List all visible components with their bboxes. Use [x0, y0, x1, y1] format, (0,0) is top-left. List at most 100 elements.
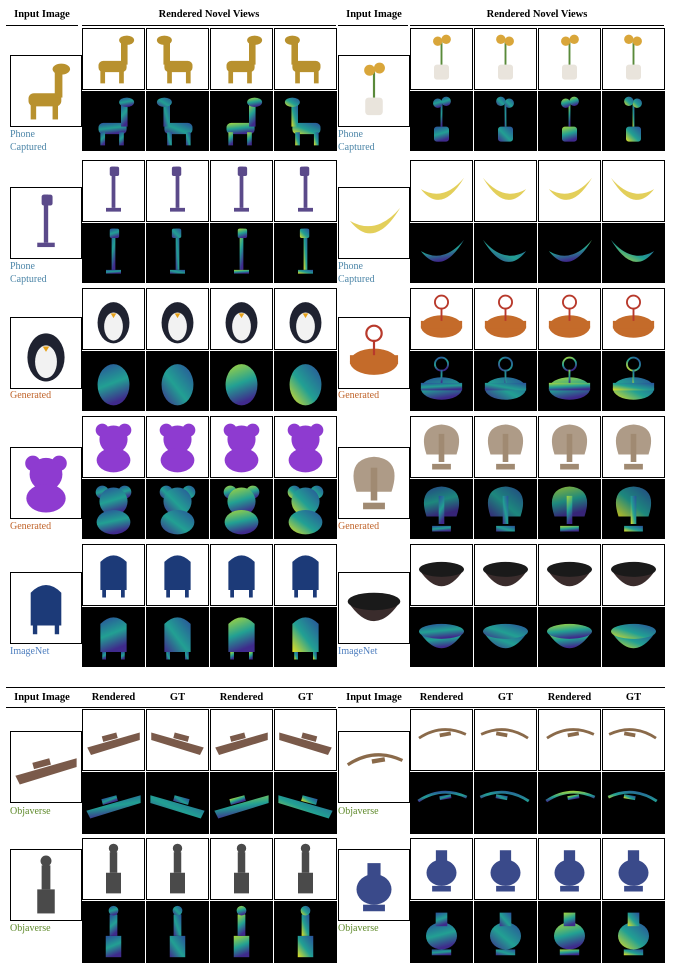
right-rendered-depth-cake [474, 351, 537, 411]
right-rendered-rgb-peacock-statue [410, 416, 473, 478]
left-rendered-depth-teddy-bear [274, 479, 337, 539]
bottom-right-col-label-3: Rendered [547, 692, 592, 703]
right-rendered-rgb-banana [474, 160, 537, 222]
right-rendered-depth-peacock-statue [410, 479, 473, 539]
right-rendered-depth-banana [410, 223, 473, 283]
left-rendered-depth-giraffe-toy [274, 91, 337, 151]
right-source-label: Phone Captured [338, 261, 375, 285]
left-rendered-rgb-statue [274, 838, 337, 900]
left-rendered-rgb-statue [210, 838, 273, 900]
left-rendered-depth-ship [146, 772, 209, 834]
top-left-header-input: Input Image [14, 9, 70, 20]
left-rendered-rgb-giraffe-toy [82, 28, 145, 90]
right-rendered-rgb-rope-tool [538, 709, 601, 771]
right-rendered-depth-cake [410, 351, 473, 411]
right-rendered-depth-banana [538, 223, 601, 283]
right-rendered-depth-banana [474, 223, 537, 283]
left-source-label: Phone Captured [10, 261, 47, 285]
right-source-label: Generated [338, 521, 380, 532]
left-rendered-rgb-ship [146, 709, 209, 771]
left-rendered-rgb-vacuum-cleaner [210, 160, 273, 222]
right-rendered-depth-vase [474, 901, 537, 963]
top-left-header-views: Rendered Novel Views [158, 9, 260, 20]
left-rendered-depth-penguin [82, 351, 145, 411]
left-input-image-vacuum-cleaner [10, 187, 82, 259]
right-rendered-depth-flower-pot [602, 91, 665, 151]
left-input-image-mailbox [10, 572, 82, 644]
left-input-image-statue [10, 849, 82, 921]
right-rendered-rgb-peacock-statue [474, 416, 537, 478]
left-rendered-depth-giraffe-toy [146, 91, 209, 151]
bottom-left-col-label-3: Rendered [219, 692, 264, 703]
right-rendered-depth-rope-tool [410, 772, 473, 834]
left-rendered-rgb-giraffe-toy [274, 28, 337, 90]
right-rendered-depth-banana [602, 223, 665, 283]
left-rendered-rgb-teddy-bear [146, 416, 209, 478]
right-rendered-rgb-vase [474, 838, 537, 900]
left-rendered-depth-teddy-bear [82, 479, 145, 539]
right-rendered-depth-rope-tool [538, 772, 601, 834]
left-rendered-depth-statue [82, 901, 145, 963]
top-right-header-views: Rendered Novel Views [486, 9, 588, 20]
left-rendered-rgb-penguin [274, 288, 337, 350]
right-rendered-depth-flower-pot [538, 91, 601, 151]
left-rendered-depth-vacuum-cleaner [146, 223, 209, 283]
right-rendered-rgb-vase [602, 838, 665, 900]
right-rendered-depth-vase [602, 901, 665, 963]
right-rendered-depth-cake [538, 351, 601, 411]
left-source-label: Phone Captured [10, 129, 47, 153]
left-rendered-depth-ship [82, 772, 145, 834]
left-rendered-depth-giraffe-toy [210, 91, 273, 151]
right-input-image-peacock-statue [338, 447, 410, 519]
left-rendered-rgb-statue [82, 838, 145, 900]
bottom-right-col-label-4: GT [625, 692, 642, 703]
left-rendered-rgb-mailbox [210, 544, 273, 606]
right-source-label: Phone Captured [338, 129, 375, 153]
right-rendered-rgb-flower-pot [538, 28, 601, 90]
left-rendered-rgb-vacuum-cleaner [82, 160, 145, 222]
right-rendered-rgb-cake [538, 288, 601, 350]
left-source-label: Generated [10, 390, 52, 401]
right-rendered-rgb-peacock-statue [602, 416, 665, 478]
right-rendered-depth-peacock-statue [602, 479, 665, 539]
right-rendered-rgb-cake [410, 288, 473, 350]
top-right-header-input: Input Image [346, 9, 402, 20]
left-rendered-rgb-mailbox [274, 544, 337, 606]
bottom-left-col-label-2: GT [169, 692, 186, 703]
bottom-right-header-rule [338, 707, 665, 708]
left-input-image-giraffe-toy [10, 55, 82, 127]
left-rendered-rgb-statue [146, 838, 209, 900]
left-rendered-depth-statue [210, 901, 273, 963]
left-source-label: Objaverse [10, 923, 51, 934]
right-rendered-rgb-cake [474, 288, 537, 350]
right-rendered-rgb-flower-pot [474, 28, 537, 90]
right-rendered-rgb-flower-pot [602, 28, 665, 90]
right-rendered-rgb-bowl [410, 544, 473, 606]
left-rendered-rgb-teddy-bear [274, 416, 337, 478]
right-input-image-banana [338, 187, 410, 259]
right-rendered-depth-vase [538, 901, 601, 963]
bottom-right-col-label-2: GT [497, 692, 514, 703]
right-rendered-depth-rope-tool [602, 772, 665, 834]
left-rendered-rgb-ship [210, 709, 273, 771]
right-rendered-depth-rope-tool [474, 772, 537, 834]
right-rendered-depth-peacock-statue [474, 479, 537, 539]
right-input-image-flower-pot [338, 55, 410, 127]
left-rendered-rgb-penguin [82, 288, 145, 350]
left-rendered-depth-penguin [274, 351, 337, 411]
right-rendered-rgb-vase [538, 838, 601, 900]
left-source-label: Objaverse [10, 806, 51, 817]
left-rendered-depth-vacuum-cleaner [82, 223, 145, 283]
right-rendered-rgb-rope-tool [602, 709, 665, 771]
right-rendered-depth-peacock-statue [538, 479, 601, 539]
left-rendered-depth-teddy-bear [146, 479, 209, 539]
left-rendered-depth-mailbox [274, 607, 337, 667]
left-rendered-rgb-ship [82, 709, 145, 771]
left-rendered-rgb-penguin [146, 288, 209, 350]
right-input-image-vase [338, 849, 410, 921]
bottom-top-rule [6, 687, 665, 688]
right-rendered-rgb-cake [602, 288, 665, 350]
left-rendered-depth-penguin [210, 351, 273, 411]
right-input-image-rope-tool [338, 731, 410, 803]
left-rendered-rgb-vacuum-cleaner [274, 160, 337, 222]
